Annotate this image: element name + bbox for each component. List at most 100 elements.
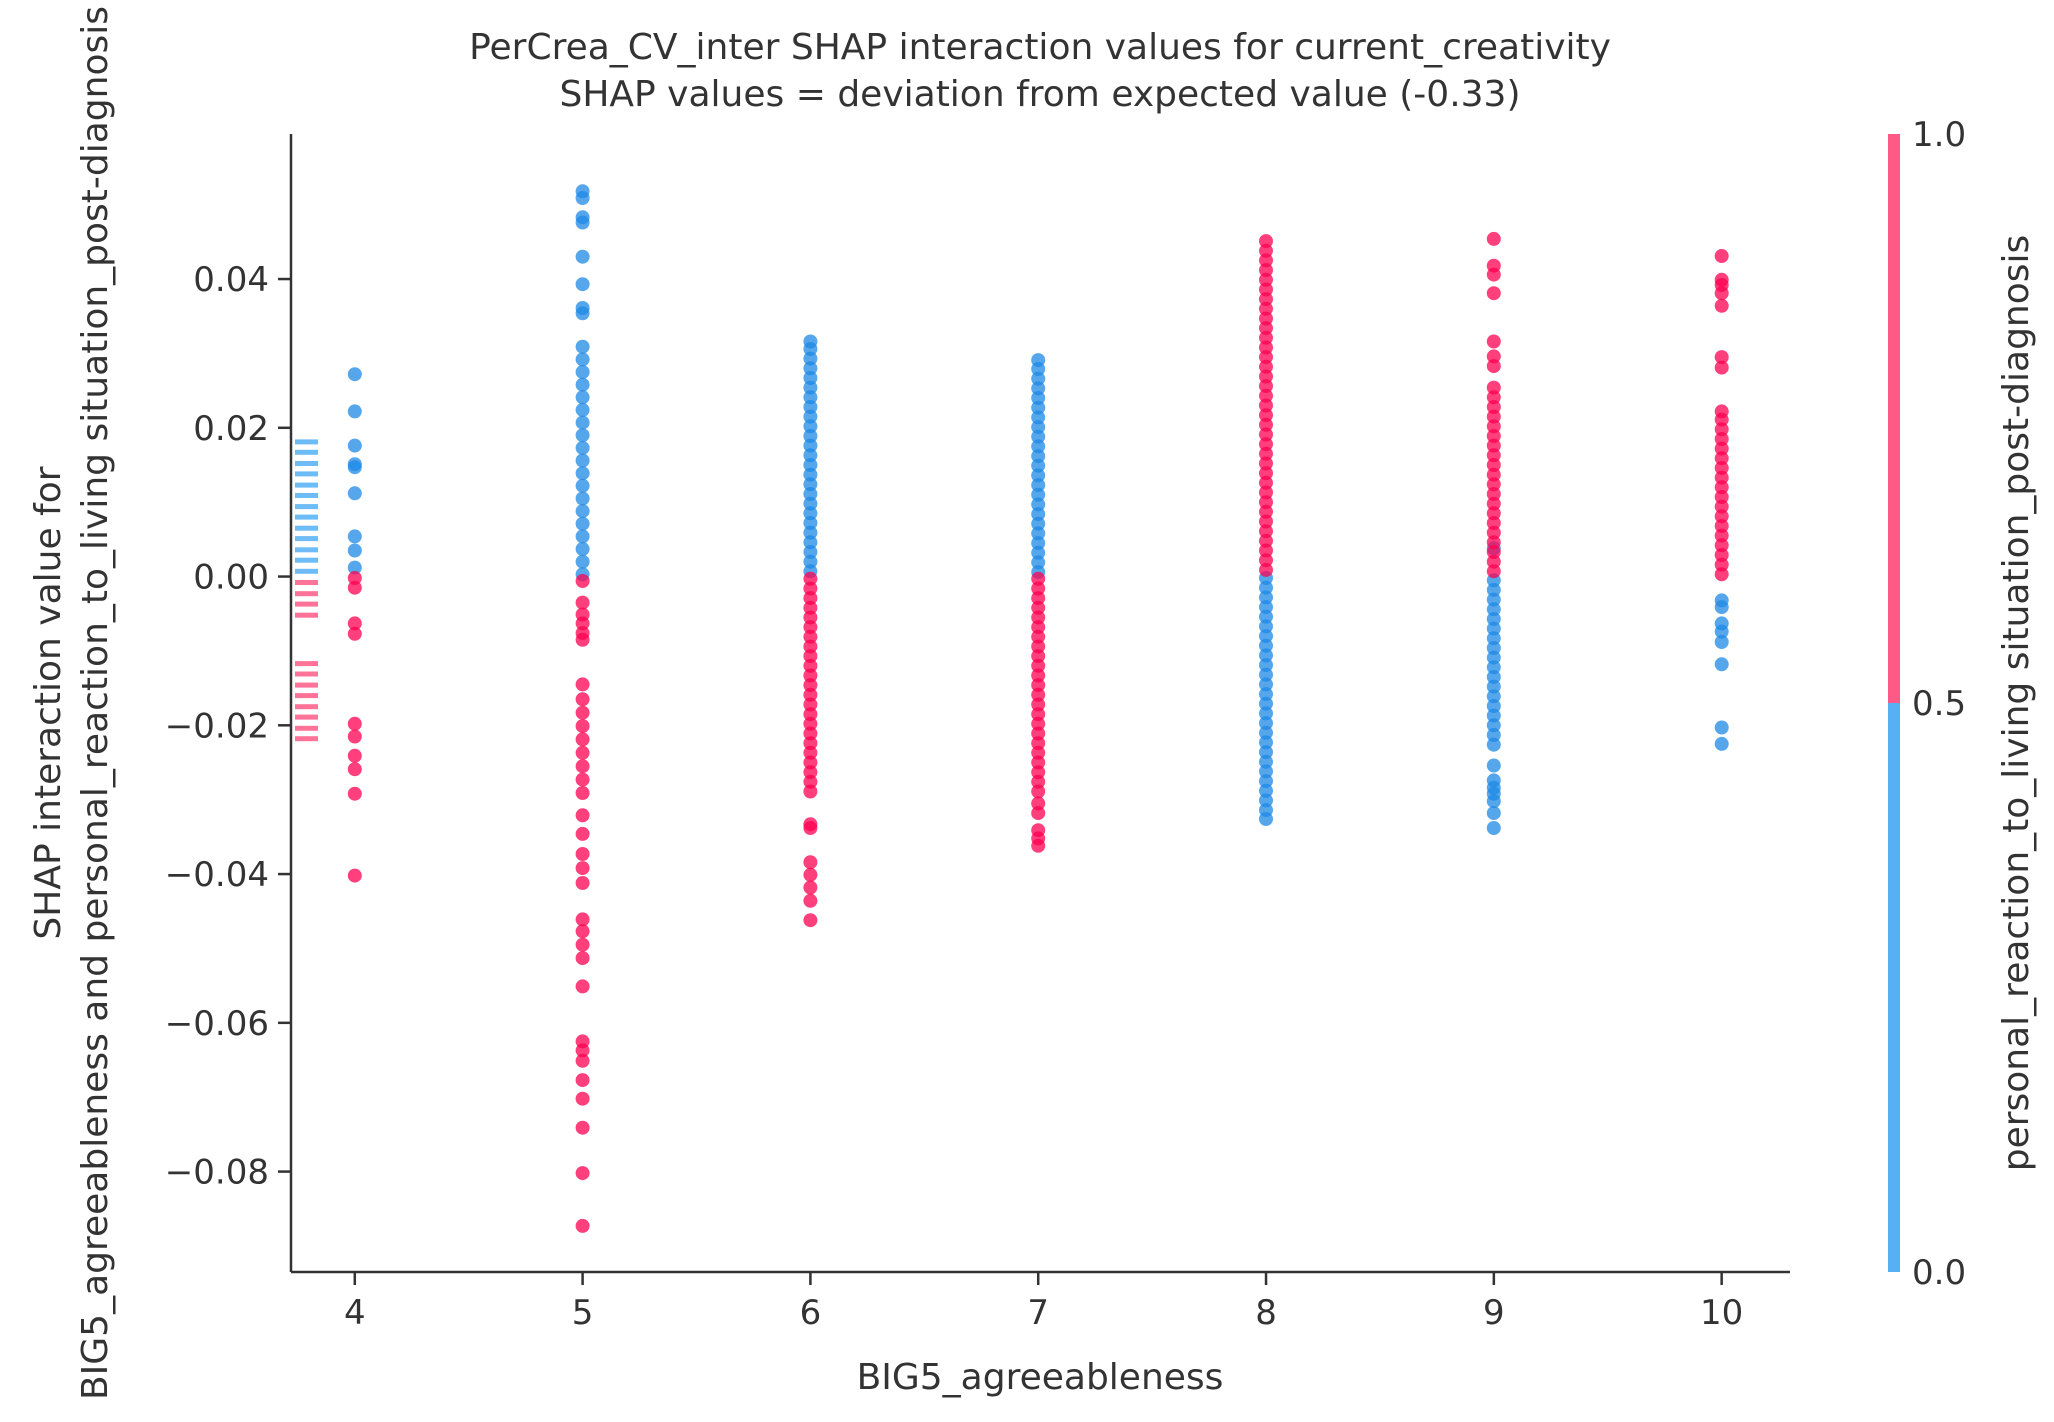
histogram-bar-high xyxy=(295,725,318,731)
scatter-point-low xyxy=(803,390,818,405)
scatter-point-high xyxy=(1714,509,1729,524)
colorbar-tick-label: 0.0 xyxy=(1912,1253,1966,1293)
x-tick-label: 7 xyxy=(1027,1293,1049,1333)
scatter-point-low xyxy=(1259,725,1273,740)
scatter-point-high xyxy=(1714,451,1729,466)
scatter-point-high xyxy=(1031,707,1046,722)
scatter-point-high xyxy=(1031,838,1046,853)
scatter-point-high xyxy=(575,1043,590,1058)
scatter-point-high xyxy=(1259,369,1273,384)
scatter-point-low xyxy=(803,400,818,414)
scatter-point-low xyxy=(575,542,590,556)
scatter-point-high xyxy=(803,745,818,760)
scatter-point-high xyxy=(347,729,362,744)
scatter-point-high xyxy=(803,755,818,770)
scatter-point-high xyxy=(1259,379,1273,394)
scatter-point-high xyxy=(1714,499,1729,514)
histogram-bar-low xyxy=(295,482,318,488)
scatter-point-high xyxy=(347,748,362,763)
histogram-bar-high xyxy=(295,661,318,667)
colorbar-tick-label: 0.5 xyxy=(1912,684,1966,724)
scatter-point-low xyxy=(803,361,818,376)
scatter-point-low xyxy=(803,342,818,356)
scatter-point-high xyxy=(575,745,590,760)
scatter-point-high xyxy=(1714,480,1729,495)
scatter-point-high xyxy=(575,912,590,927)
y-axis-label-line2: BIG5_agreeableness and personal_reaction… xyxy=(75,6,116,1400)
scatter-point-low xyxy=(1486,708,1501,723)
histogram-bar-low xyxy=(295,525,318,531)
scatter-point-high xyxy=(1486,438,1501,453)
scatter-point-high xyxy=(1486,525,1501,540)
scatter-point-high xyxy=(575,705,590,720)
scatter-point-high xyxy=(803,765,818,780)
scatter-point-low xyxy=(1031,497,1046,512)
histogram-bar-low xyxy=(295,439,318,445)
scatter-point-low xyxy=(803,429,818,443)
chart-title-line2: SHAP values = deviation from expected va… xyxy=(559,74,1520,115)
scatter-point-low xyxy=(803,554,818,569)
scatter-point-high xyxy=(1031,806,1046,821)
scatter-point-high xyxy=(1486,267,1501,282)
colorbar-ticks: 0.0 0.5 1.0 xyxy=(1912,115,1966,1293)
scatter-point-low xyxy=(575,491,590,506)
scatter-point-low xyxy=(1486,821,1501,835)
scatter-point-low xyxy=(1031,449,1046,464)
histogram-bar-low xyxy=(295,471,318,477)
histogram-bar-low xyxy=(295,547,318,553)
scatter-point-high xyxy=(1714,470,1729,485)
scatter-point-high xyxy=(1259,504,1273,519)
scatter-point-low xyxy=(575,215,590,230)
scatter-point-high xyxy=(803,687,818,702)
scatter-point-high xyxy=(1259,485,1273,500)
scatter-point-low xyxy=(1031,400,1046,415)
scatter-point-high xyxy=(1486,458,1501,472)
scatter-point-high xyxy=(575,1120,590,1135)
scatter-point-high xyxy=(1486,359,1501,374)
histogram-bar-low xyxy=(295,514,318,520)
histogram-bar-high xyxy=(295,693,318,699)
scatter-point-high xyxy=(1031,668,1046,683)
scatter-point-high xyxy=(575,876,590,890)
histogram-bar-high xyxy=(295,612,318,618)
scatter-point-low xyxy=(1259,638,1273,653)
y-tick-label: 0.02 xyxy=(193,409,269,449)
histogram-bar-high xyxy=(295,601,318,607)
scatter-point-high xyxy=(803,880,818,895)
scatter-point-high xyxy=(1259,427,1273,442)
scatter-point-high xyxy=(347,762,362,777)
scatter-point-high xyxy=(1031,726,1046,741)
scatter-points xyxy=(347,184,1729,1233)
scatter-point-high xyxy=(1259,301,1273,316)
scatter-point-low xyxy=(803,477,818,492)
scatter-point-high xyxy=(575,719,590,734)
scatter-point-high xyxy=(575,1053,590,1068)
histogram-bar-high xyxy=(295,682,318,688)
scatter-point-low xyxy=(1486,621,1501,636)
scatter-point-low xyxy=(1259,764,1273,779)
scatter-point-low xyxy=(803,516,818,530)
scatter-point-high xyxy=(1031,697,1046,712)
scatter-point-high xyxy=(1031,796,1046,811)
scatter-point-low xyxy=(1486,806,1501,821)
scatter-point-low xyxy=(1486,758,1501,773)
scatter-point-high xyxy=(1486,496,1501,511)
scatter-point-low xyxy=(1486,718,1501,733)
scatter-point-high xyxy=(1259,350,1273,365)
scatter-point-high xyxy=(803,821,818,835)
scatter-point-high xyxy=(575,1166,590,1181)
scatter-point-high xyxy=(803,591,818,606)
y-tick-label: −0.04 xyxy=(165,855,269,895)
scatter-point-high xyxy=(803,620,818,635)
chart-title-line1: PerCrea_CV_inter SHAP interaction values… xyxy=(469,27,1611,68)
scatter-point-low xyxy=(1714,635,1729,649)
scatter-point-high xyxy=(1486,429,1501,443)
scatter-point-low xyxy=(803,506,818,521)
scatter-point-low xyxy=(1031,429,1046,444)
scatter-point-high xyxy=(1259,456,1273,471)
scatter-point-high xyxy=(1031,658,1046,673)
scatter-point-high xyxy=(1714,412,1729,427)
scatter-point-high xyxy=(1259,359,1273,374)
histogram-bar-high xyxy=(295,704,318,710)
scatter-point-low xyxy=(1031,439,1046,454)
